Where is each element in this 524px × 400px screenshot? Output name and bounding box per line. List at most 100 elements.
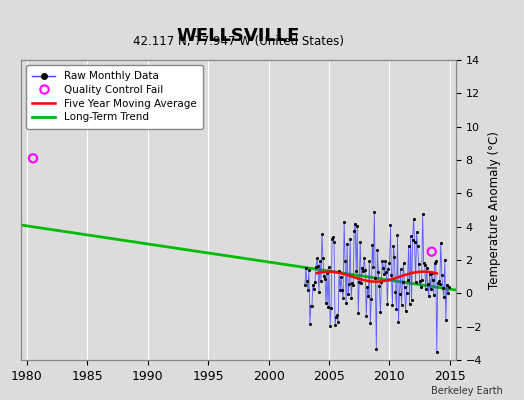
Point xyxy=(361,267,369,273)
Point xyxy=(430,292,438,299)
Point xyxy=(325,264,333,270)
Point xyxy=(400,284,409,291)
Point xyxy=(309,282,317,288)
Point xyxy=(406,301,414,308)
Point xyxy=(423,281,432,288)
Point xyxy=(366,320,375,326)
Point xyxy=(337,274,345,280)
Point xyxy=(429,276,437,283)
Point xyxy=(394,232,402,238)
Point xyxy=(342,300,351,306)
Point xyxy=(385,260,394,266)
Point xyxy=(402,290,411,296)
Point xyxy=(420,260,428,266)
Point xyxy=(414,261,423,267)
Point xyxy=(390,254,399,260)
Point xyxy=(358,264,366,271)
Point xyxy=(387,272,396,278)
Point xyxy=(395,290,403,297)
Point xyxy=(365,258,374,264)
Point xyxy=(359,268,367,274)
Point xyxy=(417,284,425,290)
Point xyxy=(321,276,329,282)
Point xyxy=(362,313,370,319)
Point xyxy=(353,223,362,229)
Point xyxy=(313,255,321,262)
Point xyxy=(355,278,364,285)
Point xyxy=(369,264,377,270)
Point xyxy=(438,271,446,278)
Point xyxy=(322,300,330,306)
Point xyxy=(436,240,445,246)
Point xyxy=(368,242,377,248)
Point xyxy=(346,236,354,242)
Point xyxy=(304,267,313,274)
Point xyxy=(332,314,340,320)
Point xyxy=(316,258,324,264)
Point xyxy=(401,308,410,314)
Point xyxy=(378,258,387,264)
Point xyxy=(339,295,347,301)
Point xyxy=(317,278,325,284)
Point xyxy=(370,208,378,215)
Point xyxy=(372,346,380,352)
Point xyxy=(374,268,383,275)
Point xyxy=(407,233,415,240)
Point xyxy=(379,264,388,271)
Point xyxy=(383,301,391,308)
Point xyxy=(408,236,417,243)
Point xyxy=(329,234,337,240)
Point xyxy=(336,286,344,293)
Point xyxy=(352,268,361,274)
Point xyxy=(392,306,401,312)
Point xyxy=(432,349,441,355)
Point xyxy=(439,285,447,291)
Point xyxy=(398,278,407,285)
Point xyxy=(428,270,436,276)
Point xyxy=(345,281,353,287)
Point xyxy=(399,260,408,266)
Point xyxy=(418,277,426,283)
Point xyxy=(425,271,434,278)
Point xyxy=(420,262,429,268)
Point xyxy=(389,242,398,249)
Point xyxy=(330,239,339,246)
Point xyxy=(350,227,358,234)
Point xyxy=(411,278,420,285)
Point xyxy=(364,293,373,300)
Point xyxy=(315,288,323,295)
Point xyxy=(407,297,416,303)
Title: WELLSVILLE: WELLSVILLE xyxy=(177,26,300,44)
Point xyxy=(445,284,453,290)
Y-axis label: Temperature Anomaly (°C): Temperature Anomaly (°C) xyxy=(488,131,500,289)
Point xyxy=(416,278,424,285)
Point xyxy=(441,257,449,263)
Point xyxy=(314,262,322,269)
Point xyxy=(380,271,389,278)
Point xyxy=(432,258,440,264)
Point xyxy=(323,270,331,277)
Point xyxy=(419,210,427,217)
Legend: Raw Monthly Data, Quality Control Fail, Five Year Moving Average, Long-Term Tren: Raw Monthly Data, Quality Control Fail, … xyxy=(26,65,203,129)
Point xyxy=(340,219,348,225)
Point xyxy=(396,266,405,272)
Point xyxy=(422,265,431,271)
Point xyxy=(382,269,390,275)
Point xyxy=(443,282,451,288)
Point xyxy=(304,287,312,293)
Point xyxy=(29,155,37,162)
Point xyxy=(376,309,385,316)
Point xyxy=(356,239,364,246)
Point xyxy=(367,296,376,302)
Point xyxy=(341,257,350,264)
Point xyxy=(347,294,355,301)
Point xyxy=(412,229,421,235)
Point xyxy=(421,286,430,292)
Point xyxy=(363,284,372,290)
Point xyxy=(373,247,381,254)
Point xyxy=(386,222,395,228)
Point xyxy=(308,302,316,309)
Point xyxy=(326,323,334,330)
Point xyxy=(302,264,310,271)
Point xyxy=(431,260,439,266)
